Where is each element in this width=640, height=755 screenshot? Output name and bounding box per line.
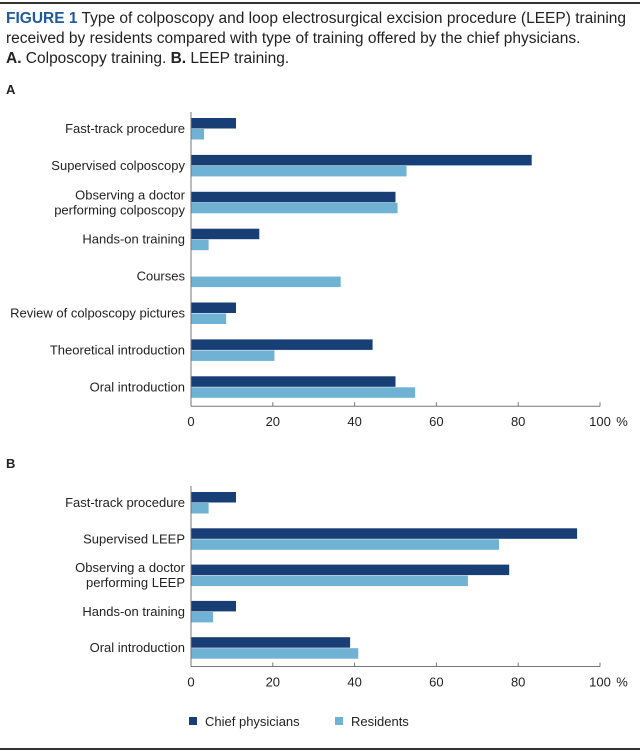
category-label: Supervised colposcopy <box>51 158 185 173</box>
x-unit-label: % <box>616 414 628 429</box>
x-tick-label: 20 <box>266 675 280 690</box>
legend-swatch <box>335 717 343 725</box>
x-tick-label: 60 <box>429 675 443 690</box>
category-label: Courses <box>137 269 186 284</box>
bar-chief <box>191 376 396 387</box>
category-label: performing LEEP <box>86 575 185 590</box>
category-label: Observing a doctor <box>75 560 186 575</box>
top-rule <box>0 2 640 4</box>
bar-residents <box>191 165 407 177</box>
category-label: Hands-on training <box>82 604 185 619</box>
x-tick-label: 40 <box>347 675 361 690</box>
bar-chief <box>191 564 510 576</box>
category-label: performing colposcopy <box>54 202 185 217</box>
bar-residents <box>191 387 416 398</box>
bar-chief <box>191 600 236 612</box>
bar-residents <box>191 648 359 659</box>
caption-b-label: B. <box>170 50 187 67</box>
x-unit-label: % <box>616 675 628 690</box>
bar-residents <box>191 239 209 251</box>
bar-residents <box>191 539 499 550</box>
legend-swatch <box>189 717 197 725</box>
bar-chief <box>191 118 236 129</box>
bottom-rule <box>0 748 640 750</box>
bar-chief <box>191 492 236 503</box>
panel-label-A: A <box>6 82 16 97</box>
category-label: Fast-track procedure <box>65 121 185 136</box>
x-tick-label: 40 <box>347 414 361 429</box>
category-label: Fast-track procedure <box>65 495 185 510</box>
category-label: Oral introduction <box>90 640 185 655</box>
figure-label: FIGURE 1 <box>6 10 78 27</box>
bar-residents <box>191 611 214 623</box>
caption-a-label: A. <box>6 50 22 67</box>
bar-residents <box>191 129 205 140</box>
bar-residents <box>191 350 275 361</box>
category-label: Hands-on training <box>82 232 185 247</box>
legend-label: Residents <box>351 714 409 729</box>
figure-caption: FIGURE 1 Type of colposcopy and loop ele… <box>6 9 634 69</box>
bar-chief <box>191 302 236 313</box>
category-label: Review of colposcopy pictures <box>10 306 185 321</box>
bar-chief <box>191 191 396 203</box>
x-tick-label: 60 <box>429 414 443 429</box>
category-label: Supervised LEEP <box>83 531 185 546</box>
x-tick-label: 80 <box>511 675 525 690</box>
x-tick-label: 100 <box>589 414 611 429</box>
caption-b-text: LEEP training. <box>186 50 290 67</box>
x-tick-label: 0 <box>187 675 194 690</box>
category-label: Observing a doctor <box>75 187 186 202</box>
caption-text: Type of colposcopy and loop electrosurgi… <box>6 10 627 47</box>
bar-residents <box>191 313 227 324</box>
caption-a-text: Colposcopy training. <box>21 50 171 67</box>
x-tick-label: 0 <box>187 414 194 429</box>
bar-chief <box>191 228 260 240</box>
x-tick-label: 100 <box>589 675 611 690</box>
x-tick-label: 80 <box>511 414 525 429</box>
bar-chief <box>191 339 373 350</box>
bar-chief <box>191 637 351 648</box>
category-label: Theoretical introduction <box>50 342 185 357</box>
category-label: Oral introduction <box>90 379 185 394</box>
bar-residents <box>191 503 209 514</box>
bar-residents <box>191 276 341 288</box>
legend-label: Chief physicians <box>205 714 300 729</box>
bar-residents <box>191 575 468 587</box>
bar-chief <box>191 154 532 166</box>
panel-label-B: B <box>6 456 15 471</box>
bar-residents <box>191 202 398 214</box>
x-tick-label: 20 <box>266 414 280 429</box>
bar-chief <box>191 528 578 539</box>
